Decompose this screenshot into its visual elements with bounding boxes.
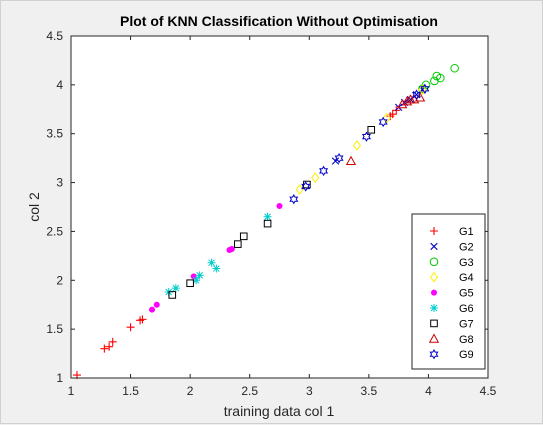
data-point-g4	[418, 84, 427, 96]
y-axis-label: col 2	[26, 192, 42, 222]
data-point-g9	[412, 89, 422, 100]
data-point-g7	[239, 232, 248, 241]
legend-label-g3: G3	[459, 257, 474, 269]
legend-label-g5: G5	[459, 288, 474, 300]
data-point-g6	[207, 258, 216, 267]
series-g7	[168, 126, 376, 299]
y-tick-label: 1.5	[46, 322, 63, 336]
data-point-g9	[289, 193, 299, 205]
series-g5	[149, 203, 283, 313]
chart-title: Plot of KNN Classification Without Optim…	[120, 13, 438, 29]
series-g2	[331, 86, 427, 165]
data-point-g9	[361, 131, 371, 142]
data-point-g6	[263, 212, 272, 221]
x-tick-label: 2	[187, 384, 194, 398]
data-point-g3	[450, 63, 459, 73]
data-point-g9	[420, 83, 430, 94]
data-point-g7	[367, 126, 376, 134]
data-point-g4	[352, 140, 362, 151]
data-point-g8	[401, 96, 413, 106]
series-g4	[295, 84, 427, 195]
data-marks	[72, 63, 459, 380]
data-point-g5	[190, 273, 197, 280]
legend-label-g9: G9	[459, 349, 474, 361]
data-point-g1	[105, 342, 114, 351]
data-point-g5	[276, 203, 283, 210]
data-point-g1	[108, 337, 117, 346]
data-point-g1	[138, 315, 147, 324]
y-tick-label: 4	[56, 78, 63, 92]
legend-marker-g4	[429, 271, 439, 283]
data-point-g9	[334, 152, 344, 164]
data-point-g5	[228, 246, 235, 253]
x-tick-label: 2.5	[241, 384, 258, 398]
data-point-g6	[171, 284, 180, 293]
data-point-g4	[382, 112, 391, 124]
data-point-g8	[345, 155, 357, 165]
legend-label-g2: G2	[459, 241, 474, 253]
data-point-g2	[331, 157, 340, 165]
data-point-g3	[436, 73, 445, 83]
data-point-g6	[192, 276, 201, 285]
x-tick-label: 4	[425, 384, 432, 398]
axis-ticks: 1 1.5 2 2.5 3 3.5 4 4.5 1 1.5 2 2.5 3 3.5 4 4.5	[46, 29, 496, 398]
legend-label-g4: G4	[459, 272, 474, 284]
x-axis-label: training data col 1	[224, 403, 335, 419]
legend-marker-g6	[430, 304, 438, 312]
axes-box	[70, 35, 489, 379]
legend-marker-g2	[430, 242, 438, 251]
data-point-g4	[311, 172, 320, 184]
data-point-g6	[212, 264, 221, 273]
y-tick-label: 3	[56, 176, 63, 190]
x-tick-label: 1	[68, 384, 75, 398]
legend-marker-g3	[429, 257, 439, 267]
data-point-g7	[263, 219, 272, 228]
data-point-g1	[388, 110, 397, 119]
x-tick-label: 3.5	[361, 384, 378, 398]
data-point-g5	[149, 306, 156, 313]
legend-label-g7: G7	[459, 318, 474, 330]
data-point-g1	[126, 323, 135, 332]
legend-box	[411, 213, 486, 370]
data-point-g9	[378, 116, 388, 128]
data-point-g7	[168, 291, 177, 299]
legend-label-g6: G6	[459, 303, 474, 315]
y-tick-label: 2.5	[46, 224, 63, 238]
x-tick-label: 4.5	[480, 384, 497, 398]
y-tick-label: 1	[56, 371, 63, 385]
x-tick-label: 3	[306, 384, 313, 398]
data-point-g7	[234, 240, 242, 248]
legend-marker-g5	[431, 289, 437, 296]
legend-marker-g8	[428, 333, 440, 343]
data-point-g9	[319, 165, 329, 177]
data-point-g1	[100, 344, 109, 353]
y-tick-label: 4.5	[46, 29, 63, 43]
y-tick-label: 3.5	[46, 127, 63, 141]
data-point-g6	[195, 271, 204, 280]
legend-marker-g1	[430, 227, 438, 235]
data-point-g5	[153, 301, 160, 308]
series-g1	[72, 106, 401, 380]
x-tick-label: 1.5	[122, 384, 139, 398]
legend: G1 G2 G3 G4 G5 G6 G7 G8 G9	[411, 213, 486, 370]
data-point-g7	[186, 279, 194, 288]
y-tick-label: 2	[56, 273, 63, 287]
legend-label-g8: G8	[459, 334, 474, 346]
series-g9	[289, 83, 430, 205]
legend-marker-g9	[429, 349, 439, 360]
legend-label-g1: G1	[459, 226, 474, 238]
data-point-g8	[397, 99, 408, 109]
legend-marker-g7	[430, 319, 438, 328]
data-point-g9	[301, 181, 311, 192]
